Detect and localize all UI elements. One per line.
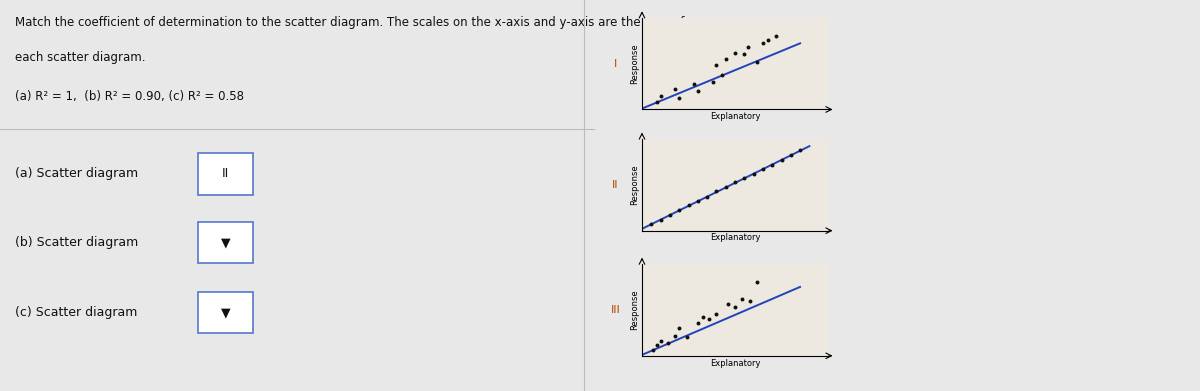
X-axis label: Explanatory: Explanatory	[709, 359, 761, 368]
Point	[666, 86, 685, 92]
Point	[689, 88, 708, 94]
Point	[725, 304, 744, 310]
Text: III: III	[611, 305, 620, 315]
FancyBboxPatch shape	[198, 153, 253, 194]
Point	[772, 157, 791, 163]
Point	[660, 212, 679, 218]
Text: ▼: ▼	[221, 306, 230, 319]
Point	[718, 301, 737, 307]
Point	[754, 166, 773, 172]
Point	[659, 340, 678, 346]
Point	[707, 62, 726, 68]
Text: (b) Scatter diagram: (b) Scatter diagram	[14, 236, 138, 249]
Point	[647, 99, 666, 105]
Point	[791, 147, 810, 153]
Text: each scatter diagram.: each scatter diagram.	[14, 51, 145, 64]
Point	[666, 332, 685, 339]
Point	[767, 33, 786, 39]
Y-axis label: Response: Response	[630, 165, 640, 205]
Text: (a) Scatter diagram: (a) Scatter diagram	[14, 167, 138, 181]
Point	[781, 152, 800, 158]
Point	[697, 194, 716, 200]
Point	[679, 202, 698, 208]
Point	[716, 183, 736, 190]
Point	[670, 206, 689, 213]
X-axis label: Explanatory: Explanatory	[709, 233, 761, 242]
Text: II: II	[222, 167, 229, 181]
Text: (a) R² = 1,  (b) R² = 0.90, (c) R² = 0.58: (a) R² = 1, (b) R² = 0.90, (c) R² = 0.58	[14, 90, 244, 103]
Point	[689, 198, 708, 204]
Point	[647, 342, 666, 348]
Point	[748, 279, 767, 285]
Point	[670, 95, 689, 102]
Text: I: I	[614, 59, 617, 68]
Point	[689, 319, 708, 326]
Point	[643, 347, 662, 353]
FancyBboxPatch shape	[198, 222, 253, 263]
Point	[748, 59, 767, 65]
Point	[713, 72, 732, 78]
Point	[677, 334, 696, 341]
Point	[733, 296, 752, 302]
Point	[684, 81, 703, 87]
Text: (c) Scatter diagram: (c) Scatter diagram	[14, 306, 137, 319]
Point	[707, 310, 726, 317]
Point	[694, 314, 713, 320]
X-axis label: Explanatory: Explanatory	[709, 112, 761, 121]
Point	[754, 40, 773, 47]
Point	[725, 49, 744, 56]
Text: II: II	[612, 180, 619, 190]
Point	[652, 217, 671, 223]
Point	[725, 179, 744, 185]
Y-axis label: Response: Response	[630, 43, 640, 84]
Point	[763, 161, 782, 168]
Point	[734, 175, 754, 181]
Point	[707, 188, 726, 194]
FancyBboxPatch shape	[198, 292, 253, 333]
Point	[700, 316, 719, 322]
Point	[716, 56, 736, 62]
Y-axis label: Response: Response	[630, 290, 640, 330]
Point	[670, 325, 689, 332]
Point	[758, 36, 778, 43]
Text: Match the coefficient of determination to the scatter diagram. The scales on the: Match the coefficient of determination t…	[14, 16, 696, 29]
Point	[734, 51, 754, 57]
Point	[642, 221, 661, 228]
Point	[738, 44, 757, 50]
Point	[744, 170, 763, 177]
Point	[652, 338, 671, 344]
Point	[652, 93, 671, 99]
Text: ▼: ▼	[221, 236, 230, 249]
Point	[740, 298, 760, 304]
Point	[703, 79, 722, 85]
